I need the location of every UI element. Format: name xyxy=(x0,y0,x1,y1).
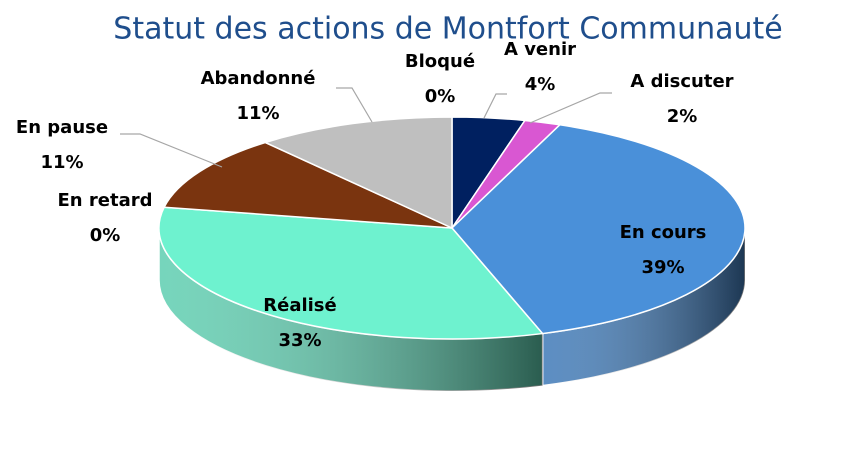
data-label-name: A discuter xyxy=(630,71,733,92)
pie-tops xyxy=(158,116,746,340)
data-label-value: 2% xyxy=(667,106,698,127)
data-label-name: Bloqué xyxy=(405,51,475,72)
leader-line xyxy=(529,92,612,124)
pie-slice xyxy=(263,116,453,230)
leader-line xyxy=(483,93,507,119)
data-label-value: 4% xyxy=(525,74,556,95)
data-label-value: 11% xyxy=(40,152,83,173)
data-label-value: 11% xyxy=(236,103,279,124)
data-label-value: 0% xyxy=(425,86,456,107)
data-label-name: Abandonné xyxy=(201,68,316,89)
leader-line xyxy=(120,133,223,168)
pie-slice xyxy=(450,123,746,335)
pie-slice xyxy=(158,206,545,340)
pie-slice xyxy=(163,141,453,229)
data-label-value: 39% xyxy=(641,257,684,278)
data-label-name: En pause xyxy=(16,117,108,138)
data-label-name: Réalisé xyxy=(263,295,336,316)
data-label-name: En cours xyxy=(620,222,707,243)
data-labels: A venir 4% A discuter 2% En cours 39% Réalisé 3… xyxy=(16,39,734,351)
chart-title: Statut des actions de Montfort Communaut… xyxy=(113,12,782,47)
leader-line xyxy=(336,87,373,123)
data-label-value: 0% xyxy=(90,225,121,246)
data-label-name: A venir xyxy=(504,39,576,60)
data-label-name: En retard xyxy=(58,190,153,211)
data-label-value: 33% xyxy=(278,330,321,351)
